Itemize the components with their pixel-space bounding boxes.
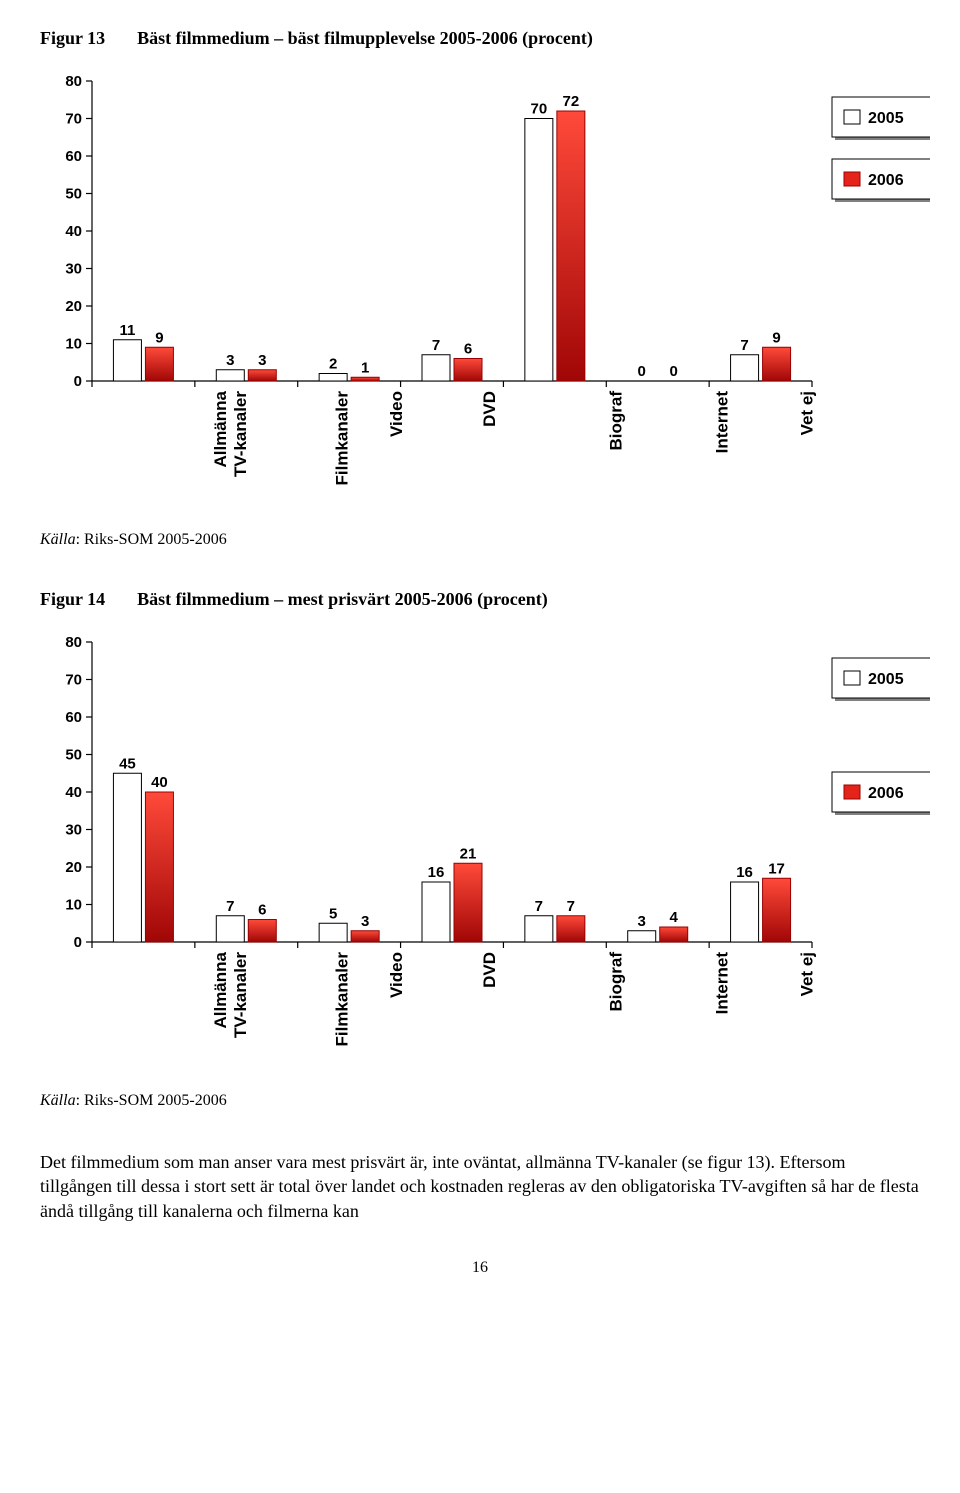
source-2: Källa: Riks-SOM 2005-2006: [40, 1092, 920, 1110]
figure13-label: Figur 13: [40, 28, 105, 49]
svg-text:16: 16: [736, 864, 753, 881]
svg-text:6: 6: [258, 902, 266, 919]
svg-text:60: 60: [65, 709, 82, 726]
svg-text:3: 3: [258, 352, 266, 369]
chart2-svg: 0102030405060708045407653162177341617200…: [50, 634, 930, 948]
figure14-title: Bäst filmmedium – mest prisvärt 2005-200…: [137, 589, 548, 610]
svg-text:3: 3: [361, 913, 369, 930]
svg-text:70: 70: [65, 111, 82, 128]
svg-text:2005: 2005: [868, 671, 904, 688]
svg-text:70: 70: [65, 672, 82, 689]
svg-text:9: 9: [772, 329, 780, 346]
svg-text:10: 10: [65, 336, 82, 353]
svg-text:0: 0: [670, 363, 678, 380]
svg-text:2006: 2006: [868, 172, 904, 189]
category-label: Internet: [712, 952, 732, 1014]
category-label: Biograf: [606, 952, 626, 1012]
source-value-2: : Riks-SOM 2005-2006: [76, 1092, 227, 1109]
category-label: Biograf: [606, 391, 626, 451]
page-number: 16: [40, 1259, 920, 1277]
category-label: Video: [387, 391, 407, 437]
svg-text:0: 0: [638, 363, 646, 380]
svg-text:21: 21: [460, 845, 477, 862]
category-label: Internet: [712, 391, 732, 453]
svg-text:40: 40: [65, 223, 82, 240]
svg-text:2: 2: [329, 356, 337, 373]
figure14-label: Figur 14: [40, 589, 105, 610]
source-label-2: Källa: [40, 1092, 76, 1109]
category-label: Filmkanaler: [333, 391, 353, 486]
chart1: 0102030405060708011933217670720079200520…: [50, 73, 920, 503]
chart1-categories: AllmännaTV-kanaler Filmkanaler Video DVD Bio…: [50, 383, 930, 503]
body-text: Det filmmedium som man anser vara mest p…: [40, 1150, 920, 1223]
svg-text:2006: 2006: [868, 785, 904, 802]
svg-text:2005: 2005: [868, 110, 904, 127]
svg-text:45: 45: [119, 755, 136, 772]
category-label: Vet ej: [797, 391, 817, 435]
svg-text:5: 5: [329, 905, 337, 922]
figure13-title: Bäst filmmedium – bäst filmupplevelse 20…: [137, 28, 593, 49]
svg-text:7: 7: [226, 898, 234, 915]
source-value-1: : Riks-SOM 2005-2006: [76, 531, 227, 548]
chart2-categories: AllmännaTV-kanaler Filmkanaler Video DVD Bio…: [50, 944, 930, 1064]
svg-text:20: 20: [65, 859, 82, 876]
svg-text:7: 7: [535, 898, 543, 915]
svg-text:7: 7: [740, 337, 748, 354]
svg-text:16: 16: [428, 864, 445, 881]
category-label: DVD: [480, 952, 500, 988]
svg-text:9: 9: [155, 329, 163, 346]
chart1-svg: 0102030405060708011933217670720079200520…: [50, 73, 930, 387]
category-label: Vet ej: [797, 952, 817, 996]
svg-text:40: 40: [65, 784, 82, 801]
svg-text:3: 3: [226, 352, 234, 369]
category-label: DVD: [480, 391, 500, 427]
chart2: 0102030405060708045407653162177341617200…: [50, 634, 920, 1064]
svg-text:7: 7: [432, 337, 440, 354]
svg-text:60: 60: [65, 148, 82, 165]
svg-text:1: 1: [361, 359, 369, 376]
svg-text:20: 20: [65, 298, 82, 315]
svg-text:80: 80: [65, 73, 82, 90]
source-1: Källa: Riks-SOM 2005-2006: [40, 531, 920, 549]
svg-text:30: 30: [65, 261, 82, 278]
svg-text:50: 50: [65, 186, 82, 203]
svg-text:72: 72: [563, 93, 580, 110]
source-label-1: Källa: [40, 531, 76, 548]
svg-text:70: 70: [531, 101, 548, 118]
svg-text:3: 3: [638, 913, 646, 930]
svg-text:4: 4: [670, 909, 679, 926]
svg-text:80: 80: [65, 634, 82, 651]
svg-text:10: 10: [65, 897, 82, 914]
svg-text:17: 17: [768, 860, 785, 877]
category-label: Filmkanaler: [333, 952, 353, 1047]
svg-text:7: 7: [567, 898, 575, 915]
category-label: AllmännaTV-kanaler: [211, 952, 251, 1038]
svg-text:50: 50: [65, 747, 82, 764]
svg-text:11: 11: [119, 322, 135, 339]
svg-text:30: 30: [65, 822, 82, 839]
category-label: Video: [387, 952, 407, 998]
svg-text:40: 40: [151, 774, 168, 791]
svg-text:6: 6: [464, 341, 472, 358]
category-label: AllmännaTV-kanaler: [211, 391, 251, 477]
